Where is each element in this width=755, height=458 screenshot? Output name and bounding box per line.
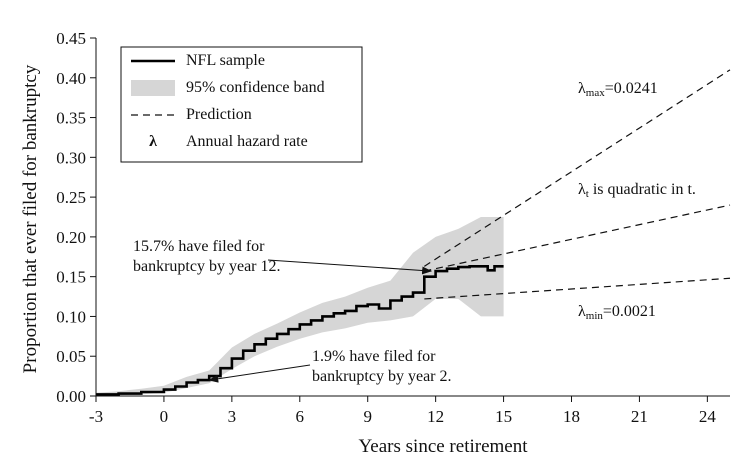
prediction-label: λmax=0.0241 — [578, 80, 658, 99]
y-tick-label: 0.25 — [56, 188, 86, 207]
legend-label: NFL sample — [186, 52, 265, 69]
annotation-text: 15.7% have filed for bankruptcy by year 1… — [133, 238, 281, 275]
x-tick-label: 0 — [160, 407, 169, 426]
y-tick-label: 0.00 — [56, 387, 86, 406]
annotations-layer: 15.7% have filed for bankruptcy by year 1… — [133, 238, 452, 385]
legend-items: NFL sample 95% confidence band Prediction λ… — [131, 52, 325, 150]
prediction-lines-layer — [423, 69, 731, 300]
prediction-label: λmin=0.0021 — [578, 303, 656, 322]
confidence-band-area — [96, 217, 504, 396]
legend-label: 95% confidence band — [186, 79, 325, 96]
x-tick-label: 24 — [699, 407, 717, 426]
y-tick-label: 0.45 — [56, 29, 86, 48]
legend-symbol: λ — [149, 133, 157, 150]
prediction-line — [424, 204, 731, 272]
annotation-arrow — [267, 259, 433, 275]
legend-box — [120, 46, 363, 163]
legend-swatch-band — [131, 80, 175, 96]
annotation-arrow — [208, 364, 311, 383]
x-tick-label: 3 — [228, 407, 237, 426]
y-tick-label: 0.20 — [56, 228, 86, 247]
confidence-band-layer — [96, 217, 504, 396]
x-tick-label: 9 — [363, 407, 372, 426]
y-tick-label: 0.30 — [56, 148, 86, 167]
x-ticks: -3 0 3 6 9 12 15 18 21 24 — [89, 396, 716, 426]
prediction-labels-layer: λmax=0.0241 λt is quadratic in t. λmin=0.0… — [578, 80, 696, 322]
x-tick-label: 6 — [296, 407, 305, 426]
y-ticks: 0.00 0.05 0.10 0.15 0.20 0.25 0.30 0.35 0.40 0.45 — [56, 29, 96, 406]
x-tick-label: -3 — [89, 407, 103, 426]
y-tick-label: 0.10 — [56, 307, 86, 326]
x-axis-title: Years since retirement — [358, 436, 528, 457]
axes-layer — [95, 38, 730, 397]
nfl-sample-line — [96, 265, 504, 396]
y-axis-title: Proportion that ever filed for bankruptc… — [20, 64, 41, 373]
y-tick-label: 0.15 — [56, 268, 86, 287]
y-tick-label: 0.35 — [56, 109, 86, 128]
legend: NFL sample 95% confidence band Prediction λ… — [120, 46, 363, 163]
prediction-line — [424, 277, 731, 300]
prediction-label: λt is quadratic in t. — [578, 181, 696, 200]
y-tick-label: 0.05 — [56, 347, 86, 366]
nfl-sample-layer — [96, 265, 504, 396]
x-tick-label: 18 — [563, 407, 580, 426]
legend-label: Prediction — [186, 106, 252, 123]
x-tick-label: 15 — [495, 407, 512, 426]
y-tick-label: 0.40 — [56, 69, 86, 88]
prediction-line — [423, 69, 731, 267]
annotation-text: 1.9% have filed for bankruptcy by year 2. — [312, 348, 452, 385]
x-tick-label: 12 — [427, 407, 444, 426]
x-tick-label: 21 — [631, 407, 648, 426]
legend-label: Annual hazard rate — [186, 133, 308, 150]
